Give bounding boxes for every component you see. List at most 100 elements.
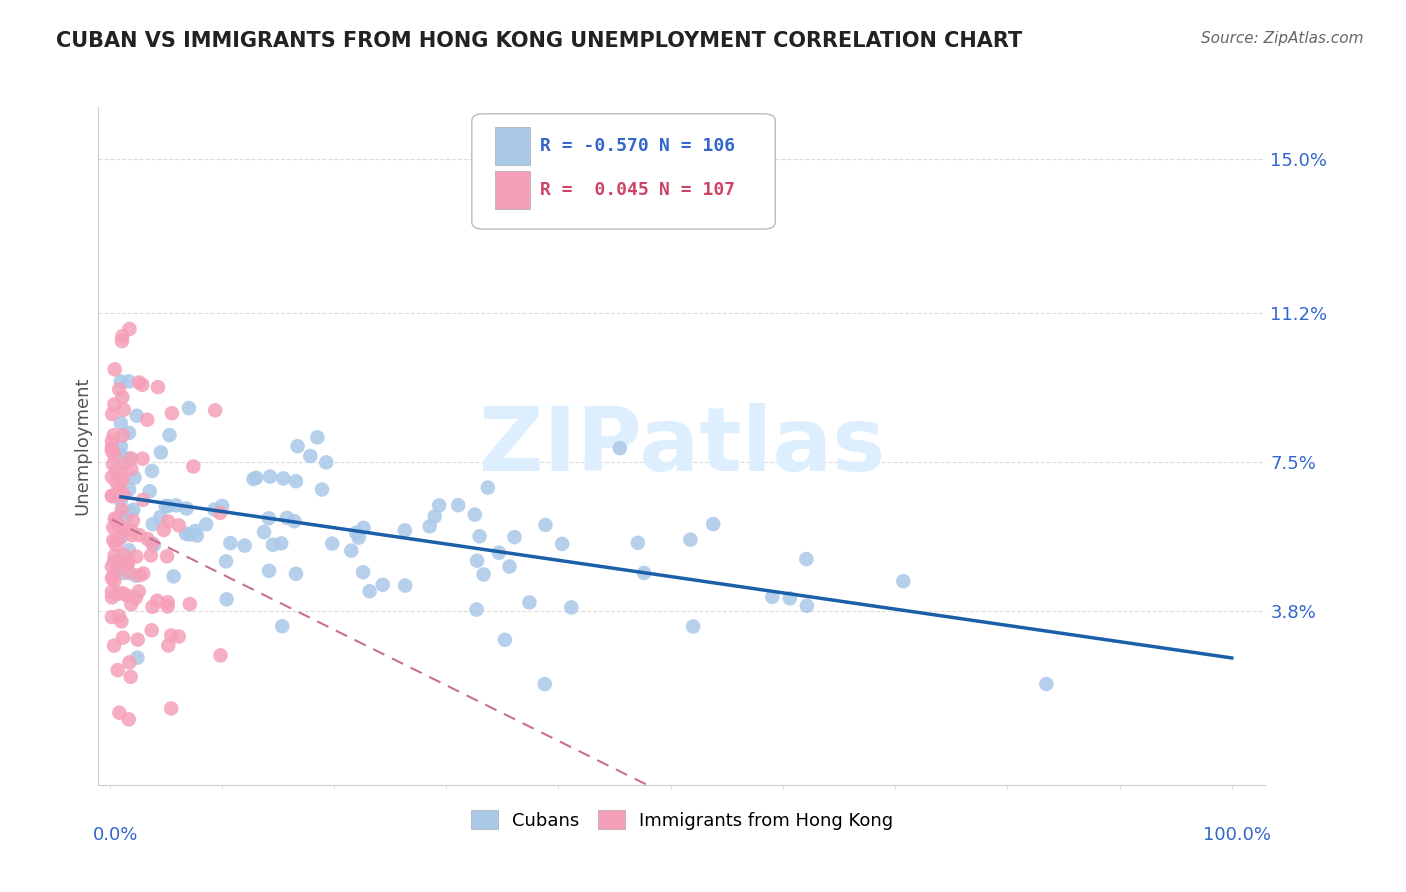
Point xyxy=(215,592,238,607)
Point xyxy=(167,630,190,644)
Point xyxy=(101,443,124,458)
Text: 100.0%: 100.0% xyxy=(1204,826,1271,844)
Point xyxy=(120,505,142,519)
Point xyxy=(108,532,131,546)
Point xyxy=(127,650,149,665)
Point xyxy=(609,442,631,456)
Point xyxy=(107,518,129,533)
Point xyxy=(177,401,200,416)
Point xyxy=(104,489,127,503)
Point xyxy=(560,600,582,615)
Point xyxy=(142,538,165,552)
Point xyxy=(1035,677,1057,691)
Point xyxy=(117,555,139,569)
Point xyxy=(141,464,163,478)
Point xyxy=(270,536,292,550)
Point xyxy=(111,473,134,487)
Point xyxy=(204,403,226,417)
Point xyxy=(112,548,135,562)
Point xyxy=(128,528,150,542)
Point xyxy=(125,591,148,605)
Point xyxy=(503,530,526,544)
Point xyxy=(259,469,281,483)
Point xyxy=(271,619,294,633)
Point xyxy=(209,648,232,663)
Point xyxy=(112,487,135,501)
Point xyxy=(101,584,124,599)
Point xyxy=(211,499,233,513)
Point xyxy=(156,599,179,614)
Point xyxy=(110,563,132,577)
Point xyxy=(110,416,132,430)
Point xyxy=(160,406,183,420)
Point xyxy=(245,471,267,485)
Point xyxy=(157,499,180,513)
Point xyxy=(101,434,124,449)
Point xyxy=(165,499,187,513)
Point xyxy=(307,430,329,444)
Point xyxy=(104,549,127,563)
Point xyxy=(146,593,169,607)
Point xyxy=(162,569,184,583)
Point xyxy=(219,536,242,550)
Point xyxy=(468,529,491,543)
Point xyxy=(465,602,488,616)
Point xyxy=(101,457,124,471)
Point xyxy=(494,632,516,647)
Point xyxy=(110,471,132,485)
Point xyxy=(299,449,322,463)
Point xyxy=(111,428,134,442)
Point xyxy=(141,624,163,638)
Point xyxy=(155,499,177,513)
Point xyxy=(104,538,127,552)
Point xyxy=(101,489,124,503)
Point xyxy=(122,502,145,516)
Text: ZIPatlas: ZIPatlas xyxy=(479,402,884,490)
Point xyxy=(120,597,142,611)
Point xyxy=(107,488,129,502)
Point xyxy=(111,334,134,348)
Point xyxy=(115,509,138,524)
Point xyxy=(108,383,131,397)
Point xyxy=(779,591,801,606)
Point xyxy=(796,552,818,566)
Point xyxy=(139,549,162,563)
Point xyxy=(124,471,146,485)
Point xyxy=(118,543,141,558)
Point xyxy=(103,569,125,583)
Point xyxy=(105,562,128,576)
Point xyxy=(120,670,142,684)
Y-axis label: Unemployment: Unemployment xyxy=(73,376,91,516)
Point xyxy=(257,511,280,525)
Point xyxy=(118,656,141,670)
Point xyxy=(110,375,132,389)
Point xyxy=(347,531,370,545)
Point xyxy=(427,499,450,513)
FancyBboxPatch shape xyxy=(472,114,775,229)
Text: N = 106: N = 106 xyxy=(658,137,735,155)
Point xyxy=(132,492,155,507)
Point xyxy=(465,554,488,568)
Point xyxy=(633,566,655,580)
Point xyxy=(160,628,183,642)
Point xyxy=(157,515,180,529)
Point xyxy=(120,523,142,537)
Point xyxy=(682,619,704,633)
Point xyxy=(423,509,446,524)
Point xyxy=(104,362,127,376)
Point xyxy=(121,528,143,542)
Point xyxy=(103,639,125,653)
FancyBboxPatch shape xyxy=(495,128,530,165)
Point xyxy=(285,566,308,581)
Point xyxy=(184,524,207,538)
Point xyxy=(287,439,309,453)
Point xyxy=(107,663,129,677)
Point xyxy=(125,549,148,564)
Point xyxy=(101,489,124,503)
Point xyxy=(796,599,818,613)
Point xyxy=(103,574,125,588)
Point xyxy=(111,390,134,404)
Point xyxy=(132,566,155,581)
Point xyxy=(118,451,141,466)
Point xyxy=(118,322,141,336)
